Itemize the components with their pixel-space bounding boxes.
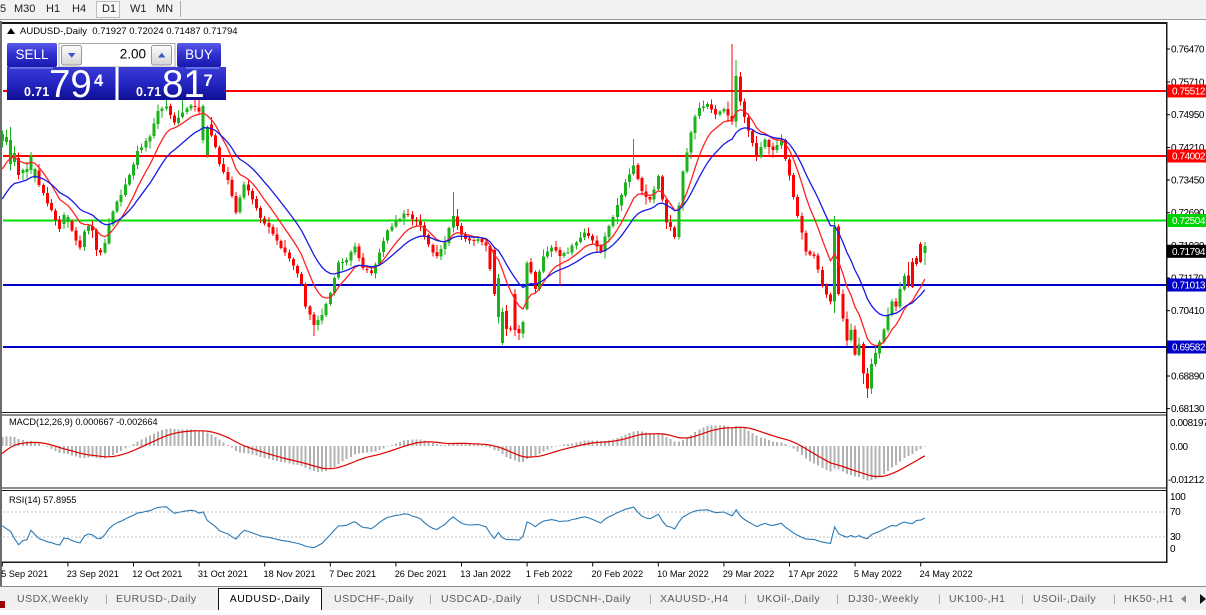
svg-text:0.70410: 0.70410 [1171, 306, 1205, 317]
svg-text:0.68890: 0.68890 [1171, 372, 1205, 383]
svg-text:0.72690: 0.72690 [1171, 208, 1205, 219]
svg-text:0.75710: 0.75710 [1171, 78, 1205, 89]
svg-text:0.71: 0.71 [136, 85, 162, 99]
svg-text:RSI(14) 57.8955: RSI(14) 57.8955 [9, 495, 76, 505]
svg-text:0.00: 0.00 [1170, 442, 1189, 453]
svg-text:0.75512: 0.75512 [1172, 87, 1206, 98]
svg-text:0.72504: 0.72504 [1172, 216, 1206, 227]
svg-text:0.74002: 0.74002 [1172, 152, 1206, 163]
svg-text:30: 30 [1170, 532, 1181, 543]
svg-text:0.71013: 0.71013 [1172, 281, 1206, 292]
svg-text:79: 79 [49, 63, 92, 106]
svg-text:1 Feb 2022: 1 Feb 2022 [526, 569, 573, 579]
svg-text:7 Dec 2021: 7 Dec 2021 [329, 569, 376, 579]
svg-text:5 Sep 2021: 5 Sep 2021 [1, 569, 48, 579]
svg-text:0.74950: 0.74950 [1171, 110, 1205, 121]
svg-text:0: 0 [1170, 544, 1176, 555]
svg-text:0.69582: 0.69582 [1172, 343, 1206, 354]
svg-text:13 Jan 2022: 13 Jan 2022 [460, 569, 511, 579]
svg-text:18 Nov 2021: 18 Nov 2021 [264, 569, 316, 579]
svg-text:0.68130: 0.68130 [1171, 404, 1205, 415]
svg-text:24 May 2022: 24 May 2022 [920, 569, 973, 579]
svg-text:23 Sep 2021: 23 Sep 2021 [67, 569, 119, 579]
svg-text:SELL: SELL [15, 47, 49, 62]
svg-text:4: 4 [94, 72, 104, 90]
svg-text:70: 70 [1170, 507, 1181, 518]
svg-text:17 Apr 2022: 17 Apr 2022 [788, 569, 838, 579]
svg-text:81: 81 [162, 63, 205, 106]
svg-text:0.74210: 0.74210 [1171, 143, 1205, 154]
svg-text:0.71794: 0.71794 [1172, 247, 1206, 258]
svg-text:5 May 2022: 5 May 2022 [854, 569, 902, 579]
svg-text:7: 7 [204, 72, 213, 90]
svg-text:31 Oct 2021: 31 Oct 2021 [198, 569, 248, 579]
svg-text:10 Mar 2022: 10 Mar 2022 [657, 569, 709, 579]
svg-text:0.76470: 0.76470 [1171, 45, 1205, 56]
svg-text:12 Oct 2021: 12 Oct 2021 [132, 569, 182, 579]
svg-text:MACD(12,26,9) 0.000667 -0.0026: MACD(12,26,9) 0.000667 -0.002664 [9, 417, 158, 427]
svg-text:BUY: BUY [185, 47, 213, 62]
svg-text:0.73450: 0.73450 [1171, 176, 1205, 187]
svg-text:20 Feb 2022: 20 Feb 2022 [592, 569, 644, 579]
svg-text:29 Mar 2022: 29 Mar 2022 [723, 569, 775, 579]
svg-text:26 Dec 2021: 26 Dec 2021 [395, 569, 447, 579]
svg-text:0.008197: 0.008197 [1170, 418, 1206, 429]
svg-text:2.00: 2.00 [120, 47, 146, 62]
svg-text:0.71: 0.71 [24, 85, 50, 99]
svg-text:100: 100 [1170, 492, 1186, 503]
svg-text:-0.01212: -0.01212 [1168, 475, 1205, 486]
